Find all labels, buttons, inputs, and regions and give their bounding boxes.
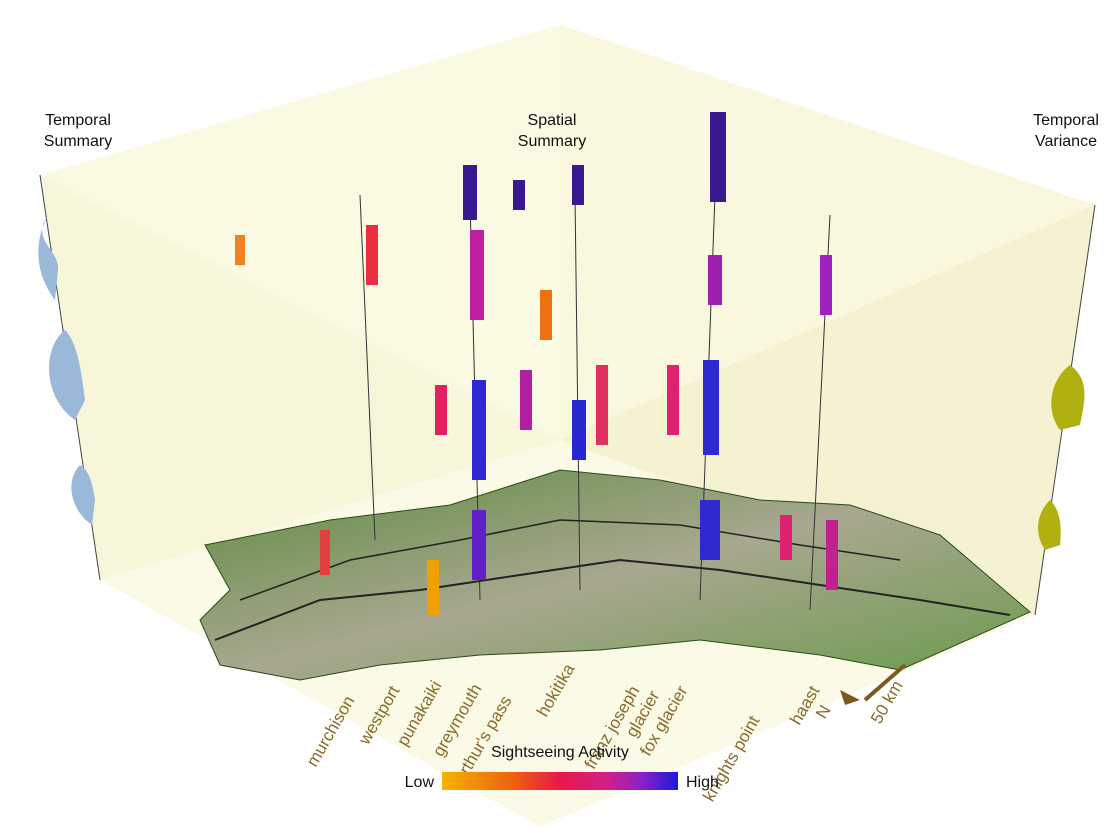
legend-gradient bbox=[442, 772, 678, 790]
column bbox=[667, 365, 679, 435]
column bbox=[320, 530, 330, 575]
header-line: Spatial bbox=[528, 112, 577, 129]
legend-low: Low bbox=[405, 774, 435, 791]
column bbox=[427, 560, 439, 615]
column bbox=[470, 230, 484, 320]
column bbox=[520, 370, 532, 430]
space-time-cube: Temporal Summary Spatial Summary Tempora… bbox=[0, 0, 1118, 827]
legend-title: Sightseeing Activity bbox=[491, 744, 629, 761]
figure: Temporal Summary Spatial Summary Tempora… bbox=[0, 0, 1118, 827]
header-line: Summary bbox=[44, 133, 112, 150]
column bbox=[820, 255, 832, 315]
column bbox=[710, 112, 726, 202]
header-line: Variance bbox=[1035, 133, 1097, 150]
column bbox=[472, 380, 486, 480]
column bbox=[780, 515, 792, 560]
column bbox=[596, 365, 608, 445]
scale-label: 50 km bbox=[867, 677, 907, 727]
column bbox=[572, 165, 584, 205]
north-label: N bbox=[812, 702, 835, 722]
column bbox=[235, 235, 245, 265]
column bbox=[463, 165, 477, 220]
column bbox=[572, 400, 586, 460]
column bbox=[700, 500, 720, 560]
column bbox=[513, 180, 525, 210]
column bbox=[703, 360, 719, 455]
column bbox=[826, 520, 838, 590]
header-line: Summary bbox=[518, 133, 586, 150]
column bbox=[708, 255, 722, 305]
header-line: Temporal bbox=[45, 112, 111, 129]
column bbox=[435, 385, 447, 435]
column bbox=[540, 290, 552, 340]
legend-high: High bbox=[686, 774, 719, 791]
column bbox=[366, 225, 378, 285]
column bbox=[472, 510, 486, 580]
header-line: Temporal bbox=[1033, 112, 1099, 129]
